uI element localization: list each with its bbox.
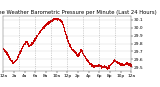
Title: Milwaukee Weather Barometric Pressure per Minute (Last 24 Hours): Milwaukee Weather Barometric Pressure pe…: [0, 10, 157, 15]
